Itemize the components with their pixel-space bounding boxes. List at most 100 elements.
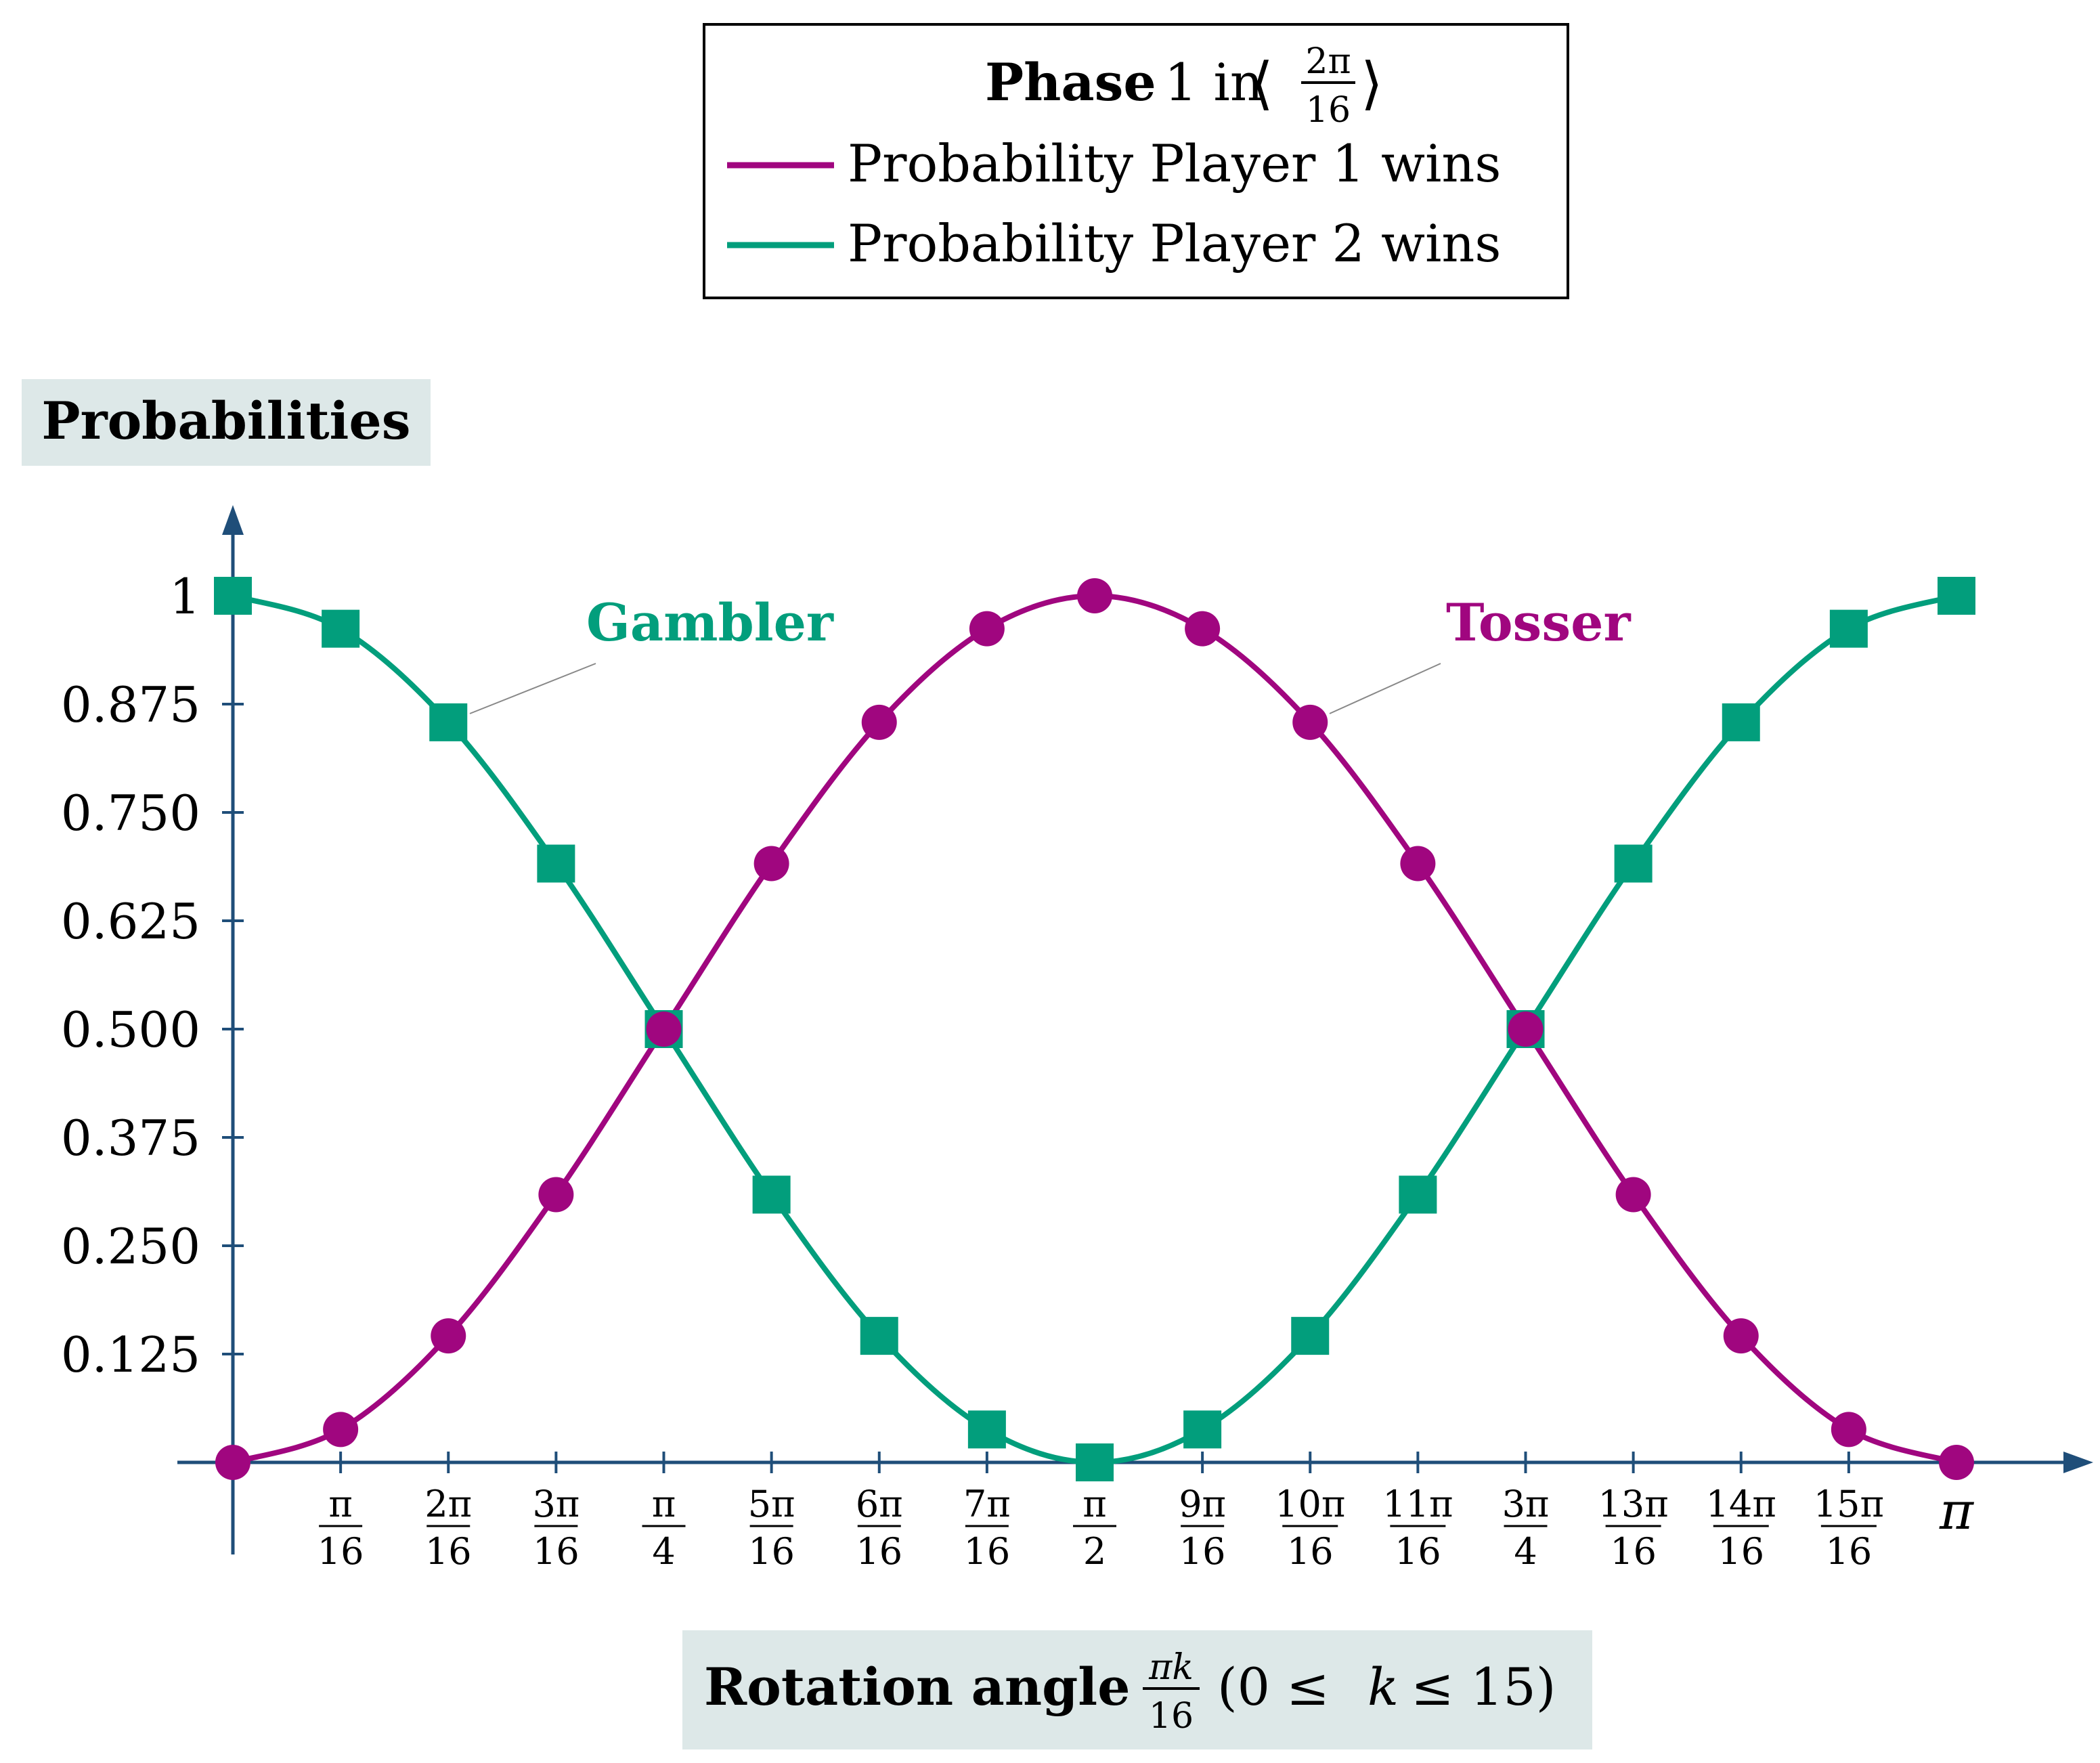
x-axis-title-range-open: (0 ≤: [1217, 1657, 1346, 1717]
tosser-annotation: Tosser: [1446, 592, 1631, 653]
y-ticks: 1 0.875 0.750 0.625 0.500 0.375 0.250 0.125: [61, 568, 244, 1383]
x-tick-label-denominator: 16: [748, 1530, 795, 1573]
series-2-point: [322, 609, 360, 648]
x-tick-label-denominator: 16: [318, 1530, 364, 1573]
x-tick-label-denominator: 2: [1083, 1530, 1106, 1573]
series-line-2: [232, 593, 1958, 1466]
curves: [232, 592, 1958, 1466]
series-1-point: [969, 611, 1005, 647]
x-axis-title-bold: Rotation angle: [704, 1657, 1130, 1717]
series-2-point: [967, 1410, 1006, 1449]
x-tick-label-numerator: 6π: [856, 1483, 903, 1525]
series-2-point: [1183, 1410, 1222, 1449]
x-tick-label-numerator: 11π: [1382, 1483, 1453, 1525]
x-tick-label-denominator: 16: [964, 1530, 1011, 1573]
x-axis-title: Rotation angle πk 16 (0 ≤ k ≤ 15): [682, 1630, 1592, 1749]
series-1-point: [1077, 578, 1113, 613]
legend: Phase 1 in ⟨ 2π 16 ⟩ Probability Player …: [703, 23, 1569, 299]
series-2-point: [1722, 703, 1760, 741]
annotations: Gambler Tosser: [469, 592, 1631, 714]
x-tick-label-denominator: 16: [1179, 1530, 1226, 1573]
y-tick-label: 1: [169, 568, 200, 625]
series-2-point: [214, 577, 252, 615]
series-1-point: [1292, 704, 1328, 740]
x-tick-label-denominator: 4: [1514, 1530, 1537, 1573]
x-axis-title-range-var: k: [1368, 1657, 1399, 1717]
x-axis-title-bg: [682, 1630, 1592, 1749]
x-tick-label-numerator: π: [328, 1483, 353, 1525]
series-1-point: [1723, 1318, 1759, 1354]
series-2-point: [537, 844, 575, 883]
series-2-point: [1938, 577, 1975, 615]
y-tick-label: 0.625: [61, 893, 200, 950]
legend-title-rest: 1 in: [1164, 52, 1263, 112]
x-tick-label-numerator: 10π: [1275, 1483, 1345, 1525]
series-1-point: [1185, 611, 1221, 647]
x-ticks: π 16 2π 16 3π 16 π 4 5π 16 6π 16 7π 16 π 2 9π 16 10π 16 11π 1…: [318, 1452, 1975, 1573]
series-2-point: [1829, 609, 1868, 648]
legend-title-frac-num: 2π: [1305, 41, 1351, 82]
y-axis-title: Probabilities: [22, 379, 431, 466]
x-tick-label: π: [1939, 1481, 1975, 1541]
x-tick-label-numerator: 14π: [1706, 1483, 1776, 1525]
legend-title-close-bracket: ⟩: [1361, 50, 1383, 116]
series-1-point: [753, 846, 789, 882]
x-tick-label-denominator: 16: [856, 1530, 902, 1573]
x-tick-label-numerator: 3π: [1502, 1483, 1550, 1525]
x-tick-label-denominator: 4: [652, 1530, 675, 1573]
y-tick-label: 0.125: [61, 1326, 200, 1383]
series-1-point: [323, 1412, 359, 1448]
series-2-point: [1614, 844, 1653, 883]
legend-frame: [703, 23, 1569, 299]
x-tick-label-denominator: 16: [1395, 1530, 1441, 1573]
x-tick-label-numerator: 9π: [1179, 1483, 1226, 1525]
x-tick-label-denominator: 16: [425, 1530, 472, 1573]
x-tick-label-numerator: π: [1082, 1483, 1107, 1525]
legend-title-open-bracket: ⟨: [1251, 50, 1273, 116]
tosser-pointer-line: [1329, 663, 1441, 714]
series-2-point: [1076, 1443, 1114, 1481]
series-1-point: [1615, 1177, 1651, 1213]
series-2-point: [752, 1175, 791, 1214]
series-1-point: [1400, 846, 1436, 882]
y-tick-label: 0.750: [61, 785, 200, 842]
x-tick-label-denominator: 16: [533, 1530, 579, 1573]
x-tick-label-numerator: 2π: [424, 1483, 472, 1525]
y-axis-arrowhead: [222, 505, 244, 535]
series-line-1: [232, 592, 1958, 1465]
series-2-point: [1291, 1317, 1330, 1355]
series-1-point: [646, 1011, 682, 1047]
y-axis-title-bg: [22, 379, 431, 466]
x-tick-label-denominator: 16: [1610, 1530, 1657, 1573]
x-tick-label-numerator: 13π: [1598, 1483, 1669, 1525]
series-1-point: [1939, 1445, 1974, 1480]
x-tick-label-numerator: 7π: [963, 1483, 1011, 1525]
x-tick-label-numerator: 15π: [1814, 1483, 1884, 1525]
gambler-pointer-line: [469, 663, 596, 714]
legend-entry-player2: Probability Player 2 wins: [848, 213, 1501, 274]
x-tick-label-numerator: 3π: [532, 1483, 579, 1525]
series-1-point: [431, 1318, 466, 1354]
y-tick-label: 0.375: [61, 1110, 200, 1167]
x-tick-label-denominator: 16: [1718, 1530, 1764, 1573]
series-1-point: [1831, 1412, 1866, 1448]
series-1-point: [538, 1177, 574, 1213]
series-2-point: [1399, 1175, 1437, 1214]
legend-title-frac-den: 16: [1306, 90, 1351, 131]
x-axis-title-frac-num: πk: [1148, 1647, 1194, 1688]
x-tick-label-numerator: 5π: [748, 1483, 795, 1525]
series-1-point: [215, 1445, 250, 1480]
gambler-annotation: Gambler: [586, 592, 834, 653]
x-axis-title-range-close: ≤ 15): [1395, 1657, 1556, 1717]
y-tick-label: 0.875: [61, 676, 200, 733]
y-axis-title-text: Probabilities: [41, 391, 410, 451]
x-axis-arrowhead: [2063, 1452, 2093, 1473]
legend-title-bold: Phase: [985, 52, 1156, 112]
legend-entry-player1: Probability Player 1 wins: [848, 133, 1501, 194]
series-1-point: [861, 704, 897, 740]
series-2-point: [429, 703, 468, 741]
y-tick-label: 0.500: [61, 1001, 200, 1058]
markers: [214, 577, 1975, 1481]
x-tick-label-denominator: 16: [1826, 1530, 1873, 1573]
